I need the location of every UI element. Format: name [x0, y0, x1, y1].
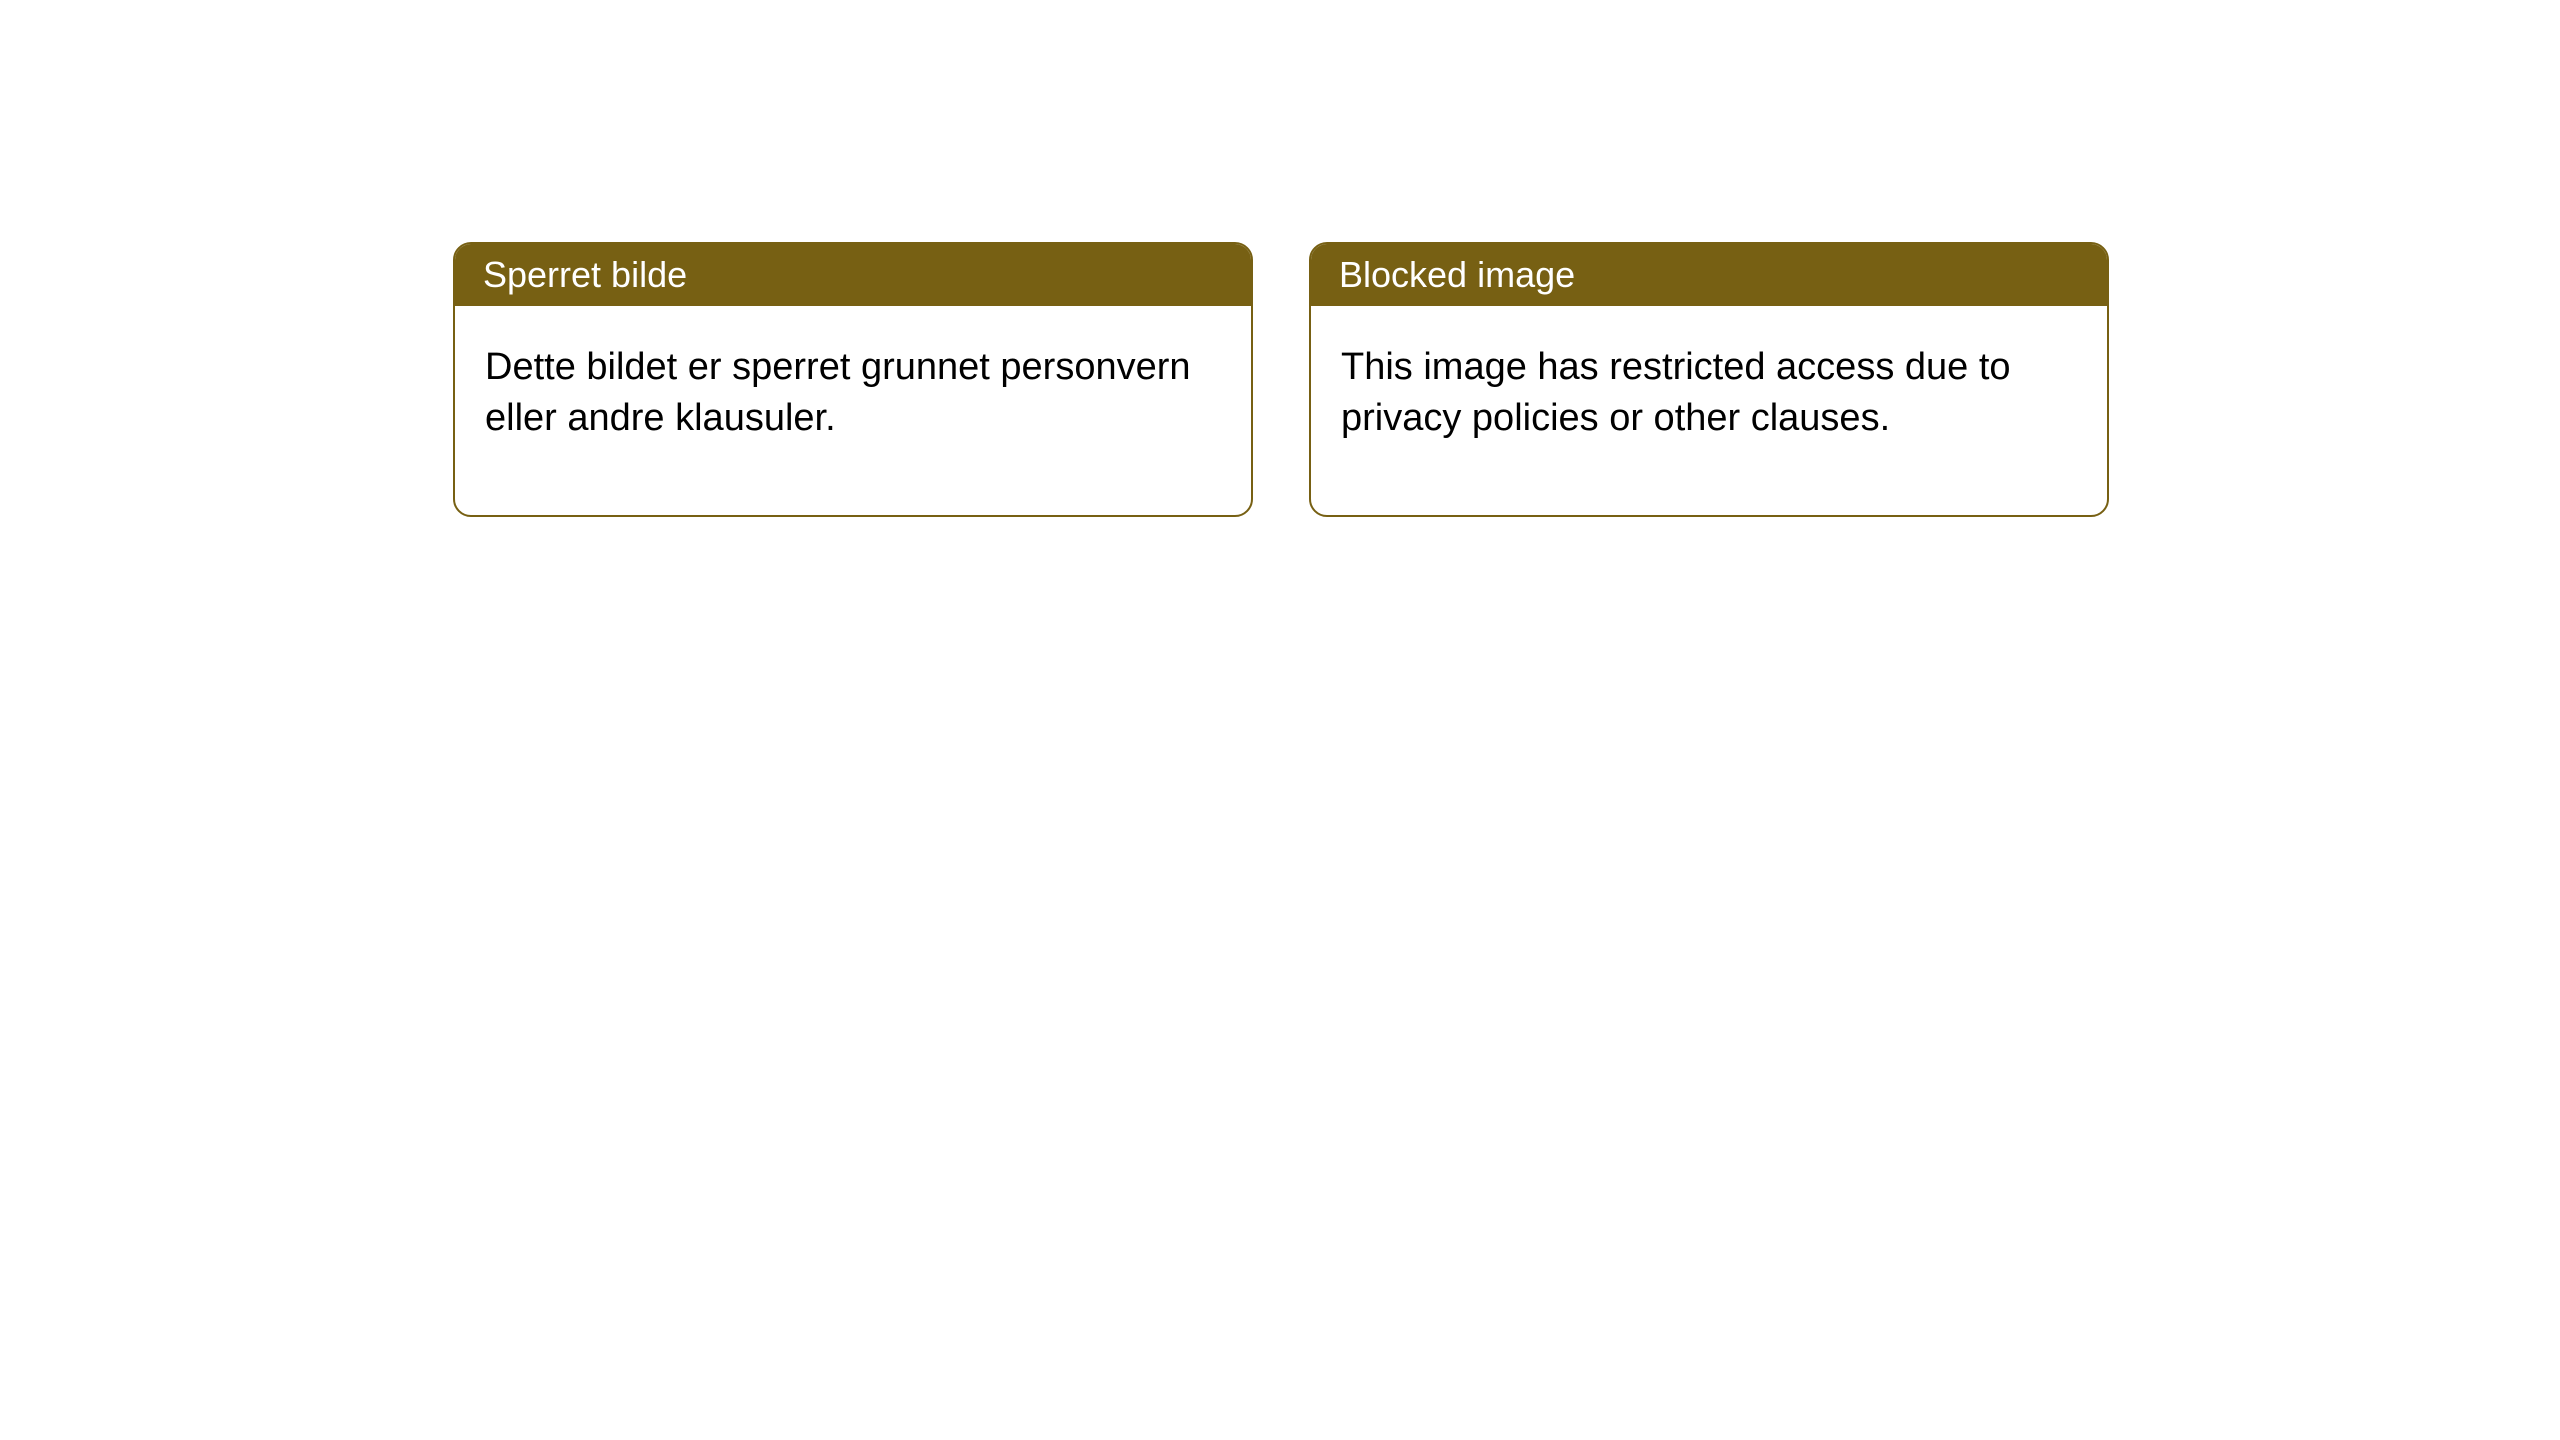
notice-container: Sperret bilde Dette bildet er sperret gr… — [453, 242, 2560, 517]
notice-card-english: Blocked image This image has restricted … — [1309, 242, 2109, 517]
card-title: Sperret bilde — [455, 244, 1251, 306]
card-body-text: Dette bildet er sperret grunnet personve… — [455, 306, 1251, 515]
card-title: Blocked image — [1311, 244, 2107, 306]
card-body-text: This image has restricted access due to … — [1311, 306, 2107, 515]
notice-card-norwegian: Sperret bilde Dette bildet er sperret gr… — [453, 242, 1253, 517]
